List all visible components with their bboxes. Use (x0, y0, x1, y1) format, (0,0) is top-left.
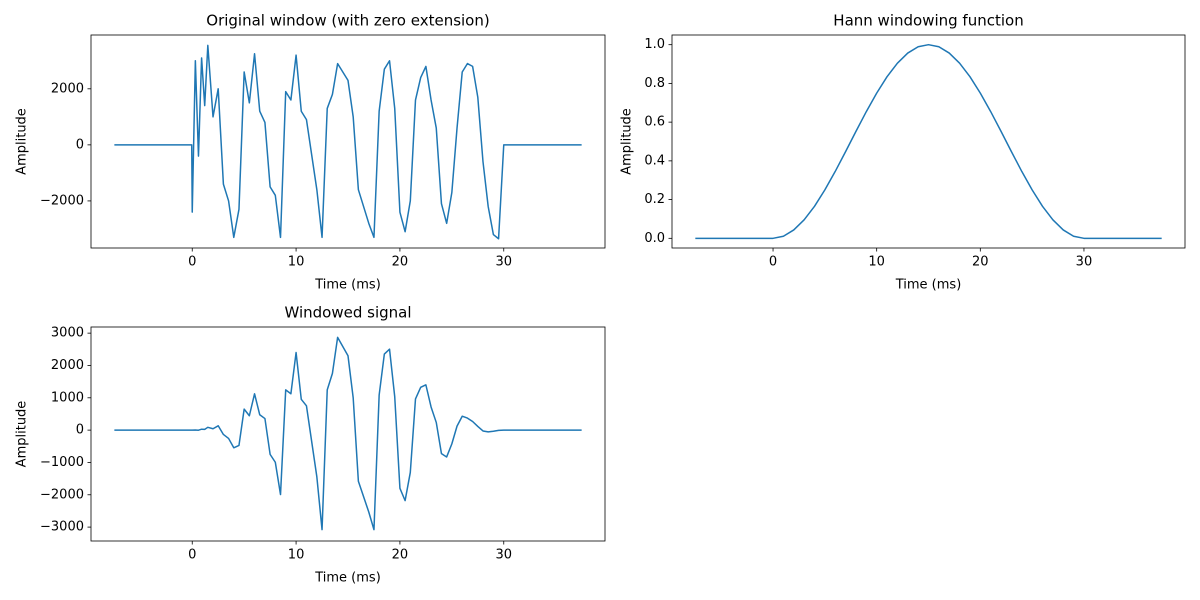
y-tick-label: 1.0 (644, 37, 665, 52)
y-tick-label: 1000 (51, 390, 84, 405)
x-tick-label: 10 (288, 255, 305, 270)
x-tick-label: 10 (288, 548, 305, 563)
x-axis-label: Time (ms) (314, 571, 381, 586)
chart-title: Original window (with zero extension) (206, 12, 489, 30)
x-tick-label: 0 (769, 255, 777, 270)
line (695, 43, 1162, 240)
x-axis-label: Time (ms) (895, 278, 962, 293)
y-tick-label: 0.4 (644, 153, 665, 168)
y-tick-label: 0 (76, 137, 84, 152)
y-tick-label: −1000 (40, 455, 84, 470)
y-tick-label: 0.6 (644, 115, 665, 130)
chart-title: Windowed signal (284, 304, 411, 322)
x-tick-label: 20 (972, 255, 989, 270)
y-tick-label: 0.2 (644, 192, 665, 207)
y-tick-label: 2000 (51, 81, 84, 96)
y-tick-label: 0.8 (644, 76, 665, 91)
y-tick-label: 2000 (51, 358, 84, 373)
axes-frame (671, 34, 1186, 249)
y-tick-label: −2000 (40, 487, 84, 502)
x-axis-label: Time (ms) (314, 278, 381, 293)
axes-frame (90, 34, 606, 249)
axes-frame (90, 326, 606, 542)
x-tick-label: 20 (392, 255, 409, 270)
line (114, 336, 582, 531)
y-tick-label: 0 (76, 423, 84, 438)
x-tick-label: 20 (392, 548, 409, 563)
x-tick-label: 30 (1076, 255, 1093, 270)
y-tick-label: 0.0 (644, 231, 665, 246)
y-axis-label: Amplitude (15, 401, 30, 468)
x-tick-label: 0 (188, 548, 196, 563)
y-tick-label: −3000 (40, 520, 84, 535)
y-axis-label: Amplitude (15, 108, 30, 175)
x-tick-label: 30 (495, 548, 512, 563)
x-tick-label: 30 (495, 255, 512, 270)
x-tick-label: 10 (868, 255, 885, 270)
line (114, 44, 582, 240)
y-tick-label: −2000 (40, 193, 84, 208)
y-axis-label: Amplitude (620, 108, 635, 175)
y-tick-label: 3000 (51, 326, 84, 341)
chart-title: Hann windowing function (833, 12, 1023, 30)
x-tick-label: 0 (188, 255, 196, 270)
